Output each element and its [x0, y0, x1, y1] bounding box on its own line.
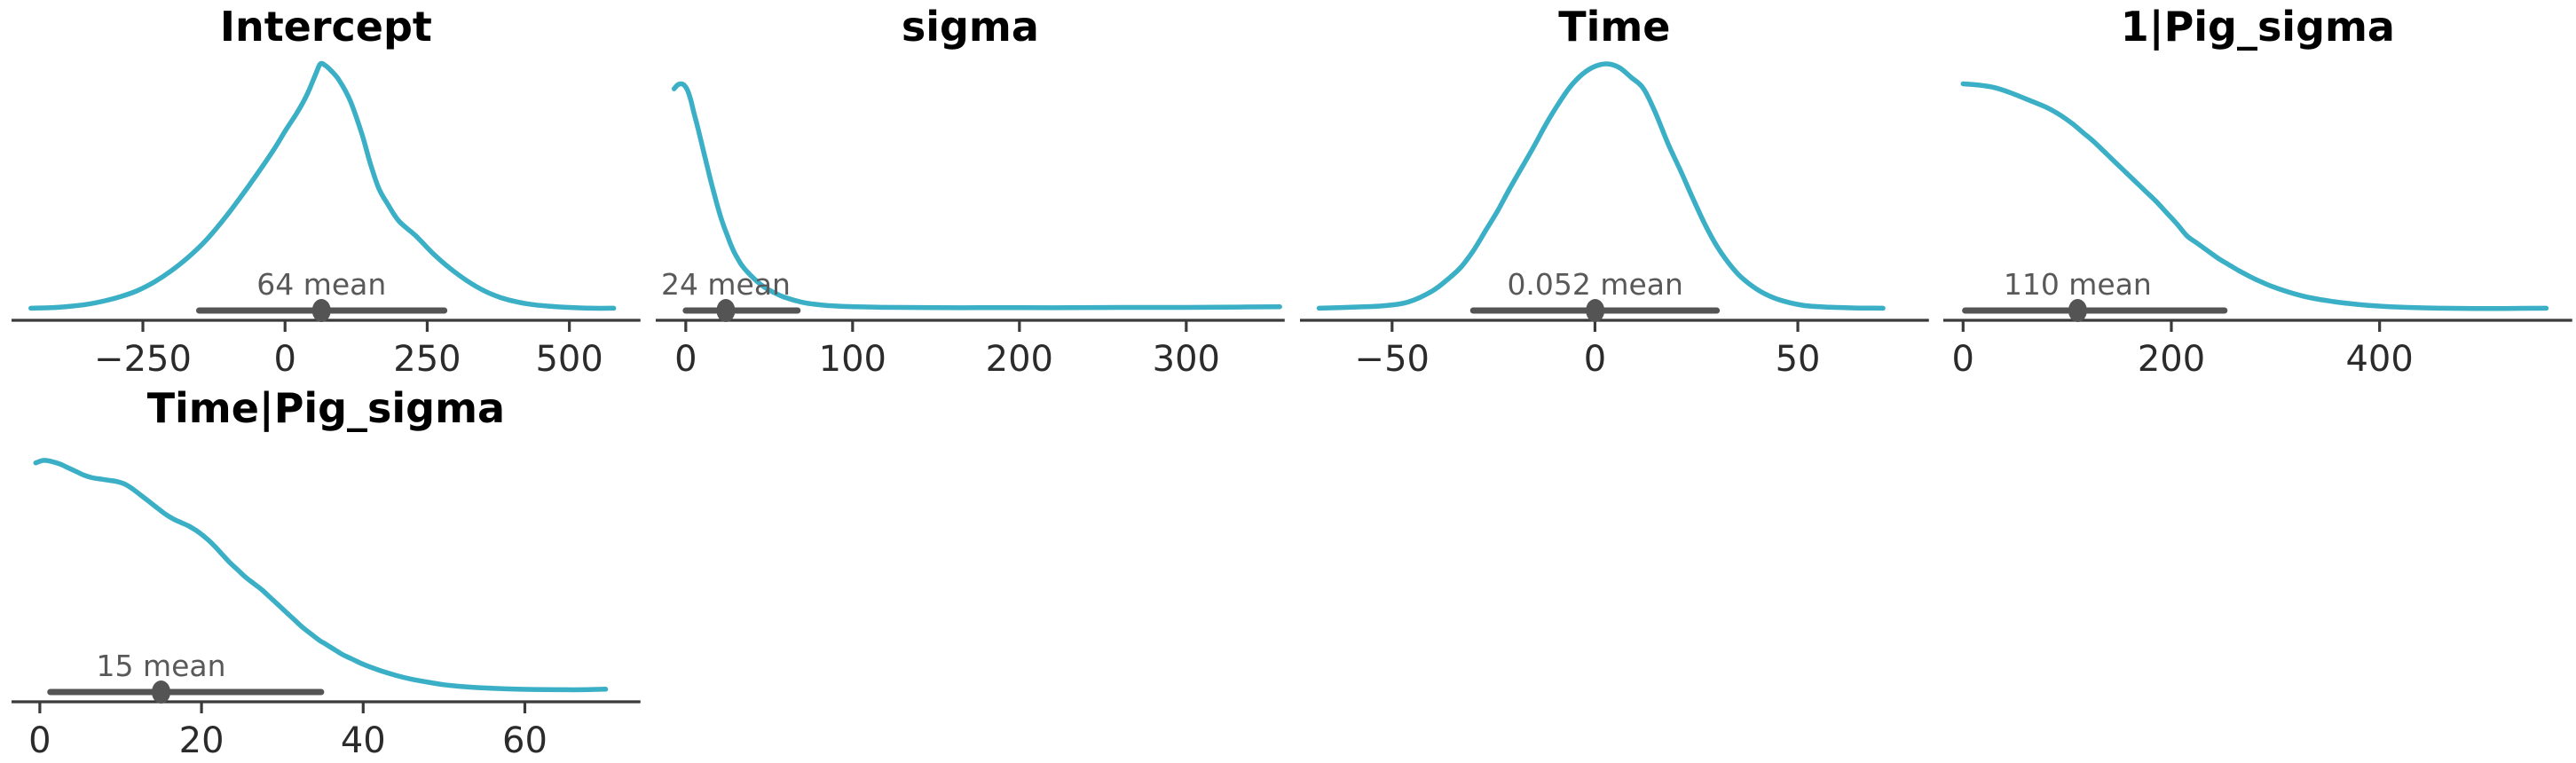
mean-point-marker	[1585, 299, 1604, 322]
kde-curve	[1960, 81, 2549, 311]
panel-intercept: Intercept −250 0 250 500 64 mean	[0, 0, 644, 382]
mean-point-label: 15 mean	[97, 649, 226, 683]
x-tick-label: 250	[393, 339, 461, 380]
density-chart-time: Time −50 0 50 0.052 mean	[1299, 3, 1929, 380]
x-tick-label: 200	[985, 339, 1052, 380]
panel-time-pig-sigma: Time|Pig_sigma 0 20 40 60 15 mean	[0, 382, 644, 763]
kde-curve	[671, 81, 1282, 311]
mean-point-marker	[716, 299, 736, 322]
kde-curve	[1316, 61, 1886, 311]
mean-point-marker	[311, 299, 331, 322]
x-tick-label: 500	[535, 339, 603, 380]
panel-time: Time −50 0 50 0.052 mean	[1288, 0, 1933, 382]
mean-point-marker	[2068, 299, 2088, 322]
panel-title: 1|Pig_sigma	[2121, 3, 2395, 51]
panel-title: Time	[1558, 3, 1670, 51]
x-tick-label: 100	[818, 339, 886, 380]
density-chart-intercept: Intercept −250 0 250 500 64 mean	[11, 3, 641, 380]
x-tick-label: 300	[1152, 339, 1219, 380]
x-tick-label: 0	[1952, 339, 1974, 380]
mean-point-label: 24 mean	[661, 267, 791, 302]
kde-curve	[28, 60, 617, 311]
panel-1-pig-sigma: 1|Pig_sigma 0 200 400 110 mean	[1932, 0, 2576, 382]
density-chart-time-pig-sigma: Time|Pig_sigma 0 20 40 60 15 mean	[11, 384, 641, 761]
panel-title: Intercept	[220, 3, 432, 51]
x-tick-label: 400	[2346, 339, 2414, 380]
x-tick-label: 40	[341, 720, 386, 761]
mean-point-marker	[152, 680, 171, 704]
x-tick-label: 200	[2138, 339, 2205, 380]
x-tick-label: −250	[94, 339, 192, 380]
x-tick-label: 0	[274, 339, 296, 380]
x-tick-label: 20	[179, 720, 225, 761]
mean-point-label: 64 mean	[256, 267, 386, 302]
panel-sigma: sigma 0 100 200 300 24 mean	[644, 0, 1288, 382]
panel-title: sigma	[902, 3, 1039, 51]
x-tick-label: 0	[1583, 339, 1605, 380]
x-tick-label: 50	[1775, 339, 1820, 380]
mean-point-label: 0.052 mean	[1507, 267, 1682, 302]
x-tick-label: 60	[502, 720, 547, 761]
x-tick-label: 0	[674, 339, 697, 380]
panel-title: Time|Pig_sigma	[147, 384, 505, 433]
kde-curve	[33, 458, 609, 693]
x-tick-label: 0	[28, 720, 51, 761]
x-tick-label: −50	[1354, 339, 1429, 380]
mean-point-label: 110 mean	[2004, 267, 2152, 302]
density-chart-sigma: sigma 0 100 200 300 24 mean	[655, 3, 1285, 380]
density-chart-1-pig-sigma: 1|Pig_sigma 0 200 400 110 mean	[1943, 3, 2573, 380]
